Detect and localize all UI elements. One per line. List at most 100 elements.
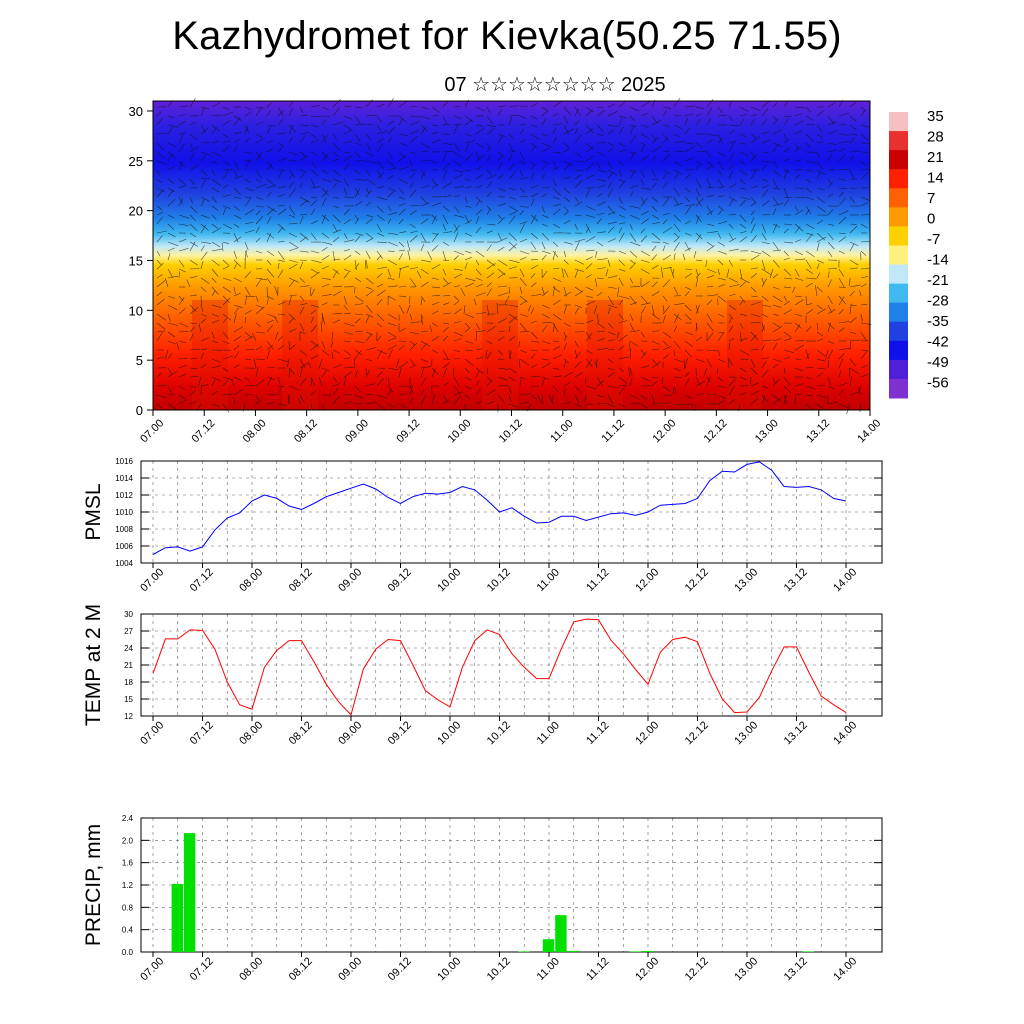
y-tick-label: 18: [124, 678, 133, 687]
y-tick-label: 0.8: [122, 903, 134, 912]
x-tick-label: 11.00: [548, 418, 575, 445]
colorbar-segment: [889, 340, 908, 361]
y-tick-label: 0.4: [122, 926, 134, 935]
x-tick-label: 14.00: [831, 566, 859, 594]
y-tick-label: 1004: [115, 559, 133, 568]
colorbar-segment: [889, 188, 908, 208]
y-tick-label: 1016: [115, 457, 133, 466]
x-tick-label: 08.00: [237, 566, 265, 594]
x-tick-label: 14.00: [831, 719, 859, 747]
heatmap-plume: [282, 300, 318, 410]
x-tick-label: 12.00: [633, 719, 661, 747]
y-tick-label: 25: [129, 154, 143, 169]
x-tick-label: 07.00: [138, 955, 166, 983]
precip-bar: [641, 950, 654, 952]
x-tick-label: 07.12: [188, 955, 216, 983]
colorbar-segment: [889, 226, 908, 246]
colorbar-segment: [889, 245, 908, 266]
colorbar-label: -42: [927, 334, 949, 351]
x-tick-label: 08.12: [287, 719, 315, 747]
x-tick-label: 07.00: [138, 566, 166, 594]
y-tick-label: 1010: [115, 508, 133, 517]
y-tick-label: 1014: [115, 474, 133, 483]
y-tick-label: 1008: [115, 525, 133, 534]
chart-subtitle: 07 ☆☆☆☆☆☆☆☆ 2025: [444, 74, 666, 96]
x-tick-label: 14.00: [855, 417, 883, 445]
y-tick-label: 1.6: [122, 859, 134, 868]
precip-panel: 0.0 0.4 0.8 1.2 1.6 2.0 2.4 PRECIP, mm 07.00 07.1…: [82, 814, 883, 983]
colorbar-label: -28: [927, 293, 949, 310]
x-tick-label: 13.00: [732, 719, 760, 747]
heatmap-panel: 0 5 10 15 20 25 30 07.00 07.12 08.00 08.12 09.00 09.…: [129, 97, 883, 445]
wind-vectors: [156, 97, 872, 415]
x-tick-label: 09.12: [386, 719, 414, 747]
y-tick-label: 2.4: [122, 814, 134, 823]
x-tick-label: 08.12: [287, 955, 315, 983]
colorbar-label: -7: [927, 231, 940, 248]
precip-bar: [183, 833, 196, 952]
x-tick-label: 13.12: [782, 955, 810, 983]
x-tick-label: 12.12: [702, 417, 730, 445]
x-tick-label: 12.00: [650, 417, 678, 445]
colorbar-label: -56: [927, 375, 949, 392]
y-tick-label: 1.2: [122, 881, 134, 890]
series-line: [152, 461, 847, 555]
x-tick-label: 07.12: [188, 566, 216, 594]
chart-title: Kazhydromet for Kievka(50.25 71.55): [172, 14, 842, 58]
x-tick-label: 11.12: [584, 720, 611, 747]
colorbar-segment: [889, 378, 908, 399]
y-tick-label: 0: [136, 403, 143, 418]
precip-bar: [629, 951, 641, 952]
heatmap-plume: [482, 300, 518, 410]
x-tick-label: 13.12: [804, 417, 832, 445]
colorbar-segment: [889, 359, 908, 380]
series-line: [152, 618, 847, 716]
colorbar-label: -35: [927, 313, 949, 330]
y-axis-label: PRECIP, mm: [82, 824, 105, 946]
x-tick-label: 07.00: [138, 417, 166, 445]
colorbar-segment: [889, 169, 908, 189]
y-tick-label: 27: [124, 627, 133, 636]
colorbar-label: 21: [927, 149, 944, 166]
x-tick-label: 09.12: [394, 417, 422, 445]
x-tick-label: 09.12: [386, 955, 414, 983]
precip-bar: [171, 883, 183, 952]
x-tick-label: 11.00: [535, 720, 562, 747]
y-axis-label: TEMP at 2 M: [82, 604, 105, 726]
x-tick-label: 08.00: [237, 719, 265, 747]
y-tick-label: 15: [124, 695, 133, 704]
heatmap-plume: [587, 300, 623, 410]
precip-bar: [518, 951, 530, 952]
y-tick-label: 30: [129, 104, 143, 119]
x-tick-label: 10.12: [485, 719, 513, 747]
x-tick-label: 08.12: [292, 417, 320, 445]
colorbar-label: 28: [927, 129, 944, 146]
x-tick-label: 12.12: [683, 566, 711, 594]
x-tick-label: 13.12: [782, 566, 810, 594]
y-tick-label: 2.0: [122, 836, 134, 845]
x-tick-label: 12.00: [633, 566, 661, 594]
x-tick-label: 13.12: [782, 719, 810, 747]
precip-bar: [567, 950, 579, 952]
y-axis-label: PMSL: [82, 483, 105, 540]
x-tick-label: 12.12: [683, 719, 711, 747]
x-tick-label: 11.00: [535, 956, 562, 983]
x-tick-label: 09.00: [336, 719, 364, 747]
x-tick-label: 08.12: [287, 566, 315, 594]
grid: [141, 460, 882, 564]
y-tick-label: 24: [124, 644, 133, 653]
y-tick-label: 12: [124, 712, 133, 721]
x-tick-label: 09.00: [336, 955, 364, 983]
colorbar-segment: [889, 264, 908, 285]
x-tick-label: 11.12: [584, 956, 611, 983]
y-tick-label: 30: [124, 610, 133, 619]
x-tick-label: 10.12: [497, 417, 525, 445]
grid: [141, 817, 882, 953]
x-tick-label: 11.12: [584, 567, 611, 594]
x-tick-label: 13.00: [732, 566, 760, 594]
x-tick-label: 07.00: [138, 719, 166, 747]
colorbar-segment: [889, 321, 908, 342]
colorbar-segment: [889, 207, 908, 227]
x-tick-label: 10.12: [485, 955, 513, 983]
colorbar-label: 35: [927, 108, 944, 125]
